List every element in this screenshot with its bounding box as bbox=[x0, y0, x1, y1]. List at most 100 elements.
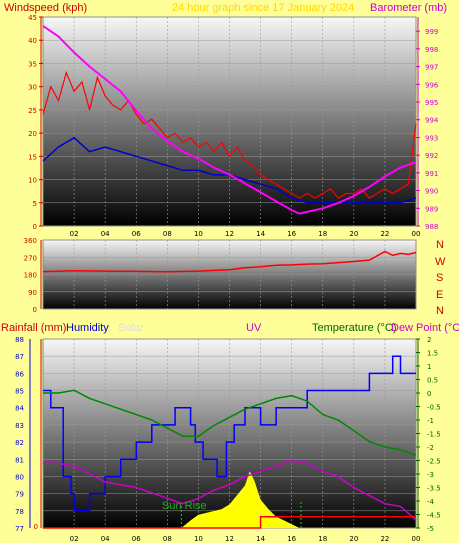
bot-series-2 bbox=[43, 459, 417, 521]
barometer-header: Barometer (mb) bbox=[370, 2, 447, 14]
bot-left-tick-83: 83 bbox=[15, 422, 24, 430]
bottom-x-tick-04: 04 bbox=[101, 535, 110, 543]
sunrise-label: Sun Rise bbox=[162, 500, 207, 512]
top-right-tick-999: 999 bbox=[425, 28, 438, 36]
top-left-tick-35: 35 bbox=[28, 60, 37, 68]
bot-right-tick-2: 2 bbox=[427, 336, 431, 344]
bot-right-tick-1: 1 bbox=[427, 363, 431, 371]
windspeed-header: Windspeed (kph) bbox=[4, 2, 87, 14]
top-right-tick-996: 996 bbox=[425, 81, 439, 89]
bot-left-tick-84: 84 bbox=[15, 405, 24, 413]
bot-right-tick--5: -5 bbox=[427, 525, 434, 533]
humidity-header: Humidity bbox=[66, 322, 109, 334]
bot-rain-tick-0: 0 bbox=[34, 523, 38, 531]
bottom-x-tick-20: 20 bbox=[349, 535, 358, 543]
bot-right-tick--1.5: -1.5 bbox=[427, 431, 441, 439]
dir-tick-90: 90 bbox=[28, 289, 37, 297]
bot-series-0 bbox=[43, 355, 416, 512]
period-header: 24 hour graph since 17 January 2024 bbox=[172, 2, 354, 14]
bot-left-tick-82: 82 bbox=[15, 439, 24, 447]
bot-right-tick--0.5: -0.5 bbox=[427, 404, 441, 412]
bottom-x-tick-06: 06 bbox=[132, 535, 141, 543]
bot-left-tick-87: 87 bbox=[15, 353, 24, 361]
bottom-x-tick-16: 16 bbox=[287, 535, 296, 543]
bottom-x-tick-10: 10 bbox=[194, 535, 203, 543]
dir-series-0 bbox=[42, 250, 417, 273]
rainfall-header: Rainfall (mm) bbox=[1, 322, 66, 334]
top-left-tick-5: 5 bbox=[33, 200, 37, 208]
top-x-tick-10: 10 bbox=[194, 230, 203, 238]
top-left-tick-45: 45 bbox=[28, 14, 37, 22]
bot-right-tick-1.5: 1.5 bbox=[427, 350, 438, 358]
bottom-x-tick-02: 02 bbox=[70, 535, 79, 543]
top-right-tick-995: 995 bbox=[425, 99, 438, 107]
bottom-x-tick-00: 00 bbox=[412, 535, 421, 543]
top-x-tick-12: 12 bbox=[225, 230, 234, 238]
top-right-tick-994: 994 bbox=[425, 117, 439, 125]
bot-right-tick--1: -1 bbox=[427, 417, 434, 425]
top-right-tick-992: 992 bbox=[425, 152, 438, 160]
top-x-tick-14: 14 bbox=[256, 230, 265, 238]
bottom-x-tick-18: 18 bbox=[318, 535, 327, 543]
top-left-tick-20: 20 bbox=[28, 130, 37, 138]
top-x-tick-16: 16 bbox=[287, 230, 296, 238]
top-right-tick-988: 988 bbox=[425, 223, 438, 231]
uv-header: UV bbox=[246, 322, 262, 334]
dir-tick-0: 0 bbox=[33, 306, 37, 314]
bot-right-tick--2.5: -2.5 bbox=[427, 458, 441, 466]
bot-right-tick--4.5: -4.5 bbox=[427, 512, 441, 520]
cardinal-n-top: N bbox=[436, 239, 444, 251]
top-left-tick-0: 0 bbox=[33, 223, 37, 231]
bot-left-tick-80: 80 bbox=[15, 473, 24, 481]
top-x-tick-06: 06 bbox=[132, 230, 141, 238]
solar-header: Solar bbox=[118, 322, 144, 334]
bot-right-tick--3: -3 bbox=[427, 471, 434, 479]
top-right-tick-990: 990 bbox=[425, 188, 438, 196]
top-left-tick-10: 10 bbox=[28, 177, 37, 185]
dir-tick-360: 360 bbox=[24, 237, 37, 245]
bot-right-tick--4: -4 bbox=[427, 498, 435, 506]
cardinal-e: E bbox=[436, 289, 443, 301]
top-right-tick-998: 998 bbox=[425, 46, 438, 54]
top-series-0 bbox=[42, 70, 417, 199]
bot-left-tick-88: 88 bbox=[15, 336, 24, 344]
bot-solar-area bbox=[181, 471, 300, 528]
bot-left-tick-81: 81 bbox=[15, 456, 24, 464]
top-x-tick-20: 20 bbox=[349, 230, 358, 238]
top-left-tick-40: 40 bbox=[28, 37, 37, 45]
top-x-tick-02: 02 bbox=[70, 230, 79, 238]
dir-tick-180: 180 bbox=[24, 272, 37, 280]
top-x-tick-08: 08 bbox=[163, 230, 172, 238]
bot-right-tick-0.5: 0.5 bbox=[427, 377, 438, 385]
bottom-x-tick-08: 08 bbox=[163, 535, 172, 543]
bot-left-tick-86: 86 bbox=[15, 370, 24, 378]
top-right-tick-997: 997 bbox=[425, 64, 438, 72]
top-x-tick-22: 22 bbox=[380, 230, 389, 238]
bot-left-tick-79: 79 bbox=[15, 491, 24, 499]
top-x-tick-18: 18 bbox=[318, 230, 327, 238]
top-right-tick-989: 989 bbox=[425, 205, 438, 213]
top-left-tick-25: 25 bbox=[28, 107, 37, 115]
temperature-header: Temperature (°C) bbox=[312, 322, 396, 334]
bot-series-1 bbox=[43, 389, 417, 456]
dewpoint-header: Dew Point (°C bbox=[391, 322, 459, 334]
bot-series-4 bbox=[43, 515, 416, 529]
tick-layer: 0202040406060808101012121414161618182020… bbox=[15, 14, 441, 543]
top-right-tick-993: 993 bbox=[425, 134, 438, 142]
bot-left-tick-85: 85 bbox=[15, 388, 24, 396]
cardinal-w: W bbox=[435, 256, 446, 268]
top-x-tick-00: 00 bbox=[412, 230, 421, 238]
bot-right-tick--3.5: -3.5 bbox=[427, 485, 441, 493]
bot-right-tick-0: 0 bbox=[427, 390, 431, 398]
bottom-x-tick-22: 22 bbox=[380, 535, 389, 543]
top-left-tick-15: 15 bbox=[28, 153, 37, 161]
bottom-x-tick-14: 14 bbox=[256, 535, 265, 543]
top-series-2 bbox=[42, 25, 417, 215]
bot-left-tick-78: 78 bbox=[15, 508, 24, 516]
dir-tick-270: 270 bbox=[24, 254, 37, 262]
top-x-tick-04: 04 bbox=[101, 230, 110, 238]
series-layer bbox=[42, 25, 417, 529]
top-left-tick-30: 30 bbox=[28, 84, 37, 92]
bottom-x-tick-12: 12 bbox=[225, 535, 234, 543]
